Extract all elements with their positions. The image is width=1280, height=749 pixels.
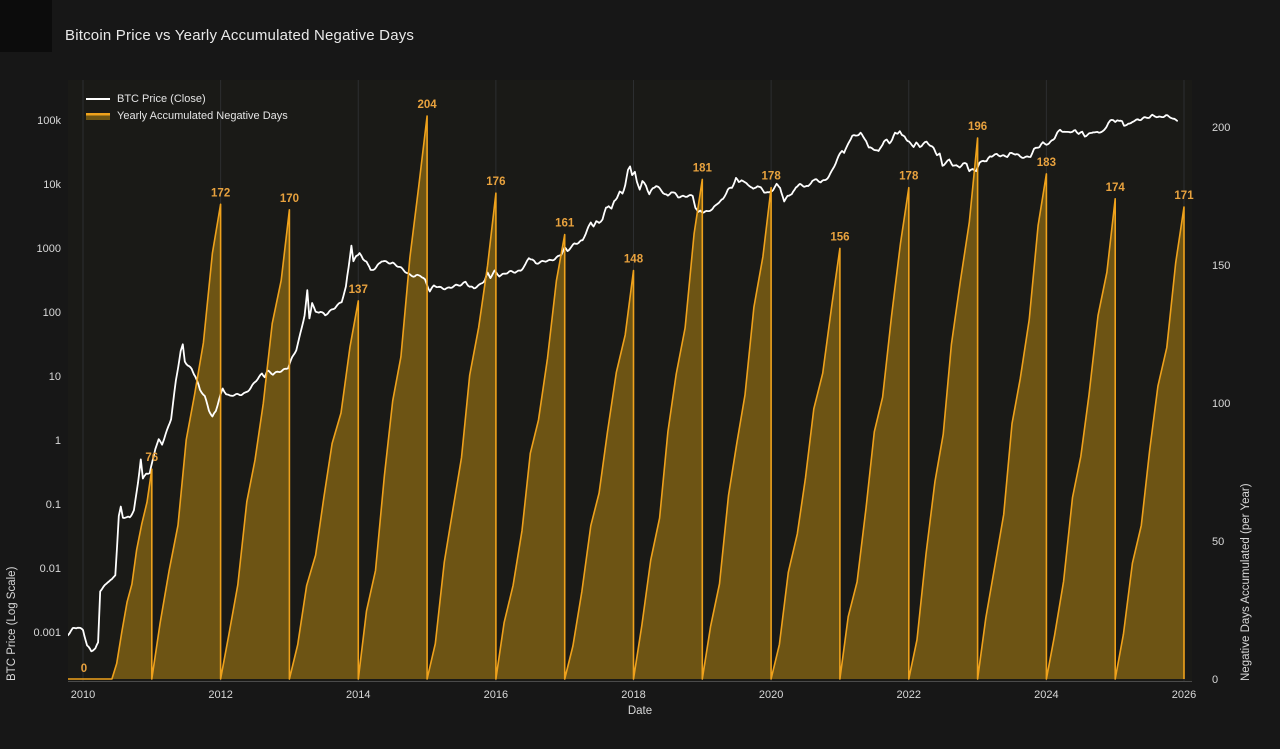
- peak-value-annotation: 181: [693, 162, 713, 174]
- left-tick-label: 1: [55, 435, 61, 447]
- x-tick-label: 2018: [621, 689, 645, 701]
- left-tick-label: 10: [49, 371, 61, 383]
- peak-value-annotation: 172: [211, 187, 230, 199]
- peak-value-annotation: 178: [762, 171, 782, 183]
- legend-item-negative-days: Yearly Accumulated Negative Days: [86, 109, 288, 123]
- left-tick-label: 0.001: [33, 627, 61, 639]
- start-value-annotation: 0: [81, 663, 87, 675]
- peak-value-annotation: 161: [555, 218, 575, 230]
- right-axis-title: Negative Days Accumulated (per Year): [1240, 483, 1252, 681]
- negative-days-area: [68, 116, 1184, 679]
- x-tick-label: 2016: [484, 689, 508, 701]
- peak-value-annotation: 148: [624, 254, 644, 266]
- legend-label-btc-price: BTC Price (Close): [117, 93, 206, 105]
- x-tick-label: 2014: [346, 689, 370, 701]
- chart-title: Bitcoin Price vs Yearly Accumulated Nega…: [65, 27, 415, 44]
- peak-value-annotation: 183: [1037, 157, 1056, 169]
- right-tick-label: 50: [1212, 536, 1224, 548]
- peak-value-annotation: 176: [486, 176, 505, 188]
- peak-value-annotation: 196: [968, 121, 987, 133]
- legend-area-swatch-icon: [86, 112, 110, 120]
- corner-logo-block: [0, 0, 52, 52]
- left-tick-label: 0.1: [46, 499, 61, 511]
- right-tick-label: 200: [1212, 122, 1230, 134]
- negative-days-outline: [68, 115, 1185, 680]
- left-tick-label: 100: [43, 307, 61, 319]
- left-tick-label: 10k: [43, 179, 61, 191]
- peak-value-annotation: 178: [899, 171, 919, 183]
- x-tick-label: 2012: [208, 689, 232, 701]
- legend: BTC Price (Close) Yearly Accumulated Neg…: [86, 92, 288, 123]
- peak-value-annotation: 76: [145, 452, 158, 464]
- peak-value-annotation: 170: [280, 193, 299, 205]
- peak-value-annotation: 156: [830, 231, 849, 243]
- right-tick-label: 100: [1212, 398, 1230, 410]
- x-tick-label: 2022: [897, 689, 921, 701]
- legend-label-negative-days: Yearly Accumulated Negative Days: [117, 110, 288, 122]
- legend-item-btc-price: BTC Price (Close): [86, 92, 288, 106]
- right-tick-label: 150: [1212, 260, 1230, 272]
- legend-line-swatch-icon: [86, 97, 110, 101]
- left-tick-label: 100k: [37, 115, 61, 127]
- left-axis-title: BTC Price (Log Scale): [6, 566, 18, 681]
- x-tick-label: 2024: [1034, 689, 1058, 701]
- x-tick-label: 2026: [1172, 689, 1196, 701]
- x-axis-title: Date: [627, 705, 653, 717]
- peak-value-annotation: 204: [417, 99, 437, 111]
- peak-value-annotation: 137: [349, 284, 368, 296]
- peak-value-annotation: 174: [1106, 182, 1126, 194]
- right-tick-label: 0: [1212, 674, 1218, 686]
- peak-value-annotation: 171: [1174, 190, 1194, 202]
- x-tick-label: 2020: [759, 689, 783, 701]
- x-tick-label: 2010: [71, 689, 95, 701]
- left-tick-label: 0.01: [40, 563, 61, 575]
- btc-price-line: [68, 113, 1178, 653]
- left-tick-label: 1000: [37, 243, 61, 255]
